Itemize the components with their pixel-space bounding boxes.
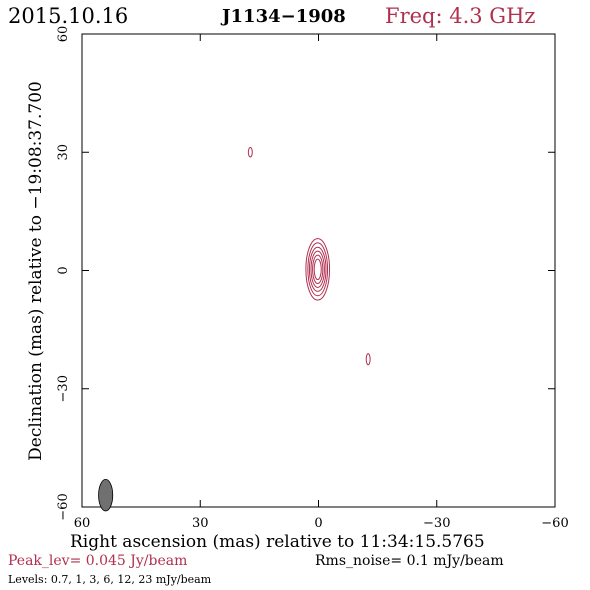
x-tick-label: −60 [541, 516, 568, 531]
y-tick-label: 30 [56, 144, 71, 161]
peak-level: Peak_lev= 0.045 Jy/beam [8, 553, 188, 569]
contour-ellipse [247, 147, 253, 158]
plot-frame [81, 33, 556, 508]
x-tick-label: 30 [192, 516, 209, 531]
rms-noise: Rms_noise= 0.1 mJy/beam [315, 553, 504, 569]
x-tick-label: −30 [423, 516, 450, 531]
y-tick-label: −60 [56, 493, 71, 520]
contour-ellipse [310, 250, 325, 288]
y-tick-label: 60 [56, 26, 71, 43]
contour-levels: Levels: 0.7, 1, 3, 6, 12, 23 mJy/beam [8, 573, 212, 586]
contour-ellipse [305, 238, 331, 301]
x-tick-label: 60 [74, 516, 91, 531]
beam-ellipse [98, 479, 114, 512]
source-name: J1134−1908 [222, 6, 346, 27]
contour-layer [247, 147, 371, 366]
contour-ellipse [308, 246, 327, 292]
y-tick-label: −30 [56, 375, 71, 402]
contour-ellipse [365, 353, 371, 366]
frequency-label: Freq: 4.3 GHz [385, 4, 536, 28]
x-tick-label: 0 [314, 516, 322, 531]
y-axis-label: Declination (mas) relative to −19:08:37.… [26, 81, 46, 461]
contour-ellipse [307, 242, 329, 297]
beam-layer [98, 479, 114, 512]
observation-date: 2015.10.16 [8, 4, 129, 28]
y-tick-label: 0 [56, 266, 71, 274]
contour-ellipse [312, 254, 324, 285]
contour-ellipse [313, 258, 322, 281]
x-axis-label: Right ascension (mas) relative to 11:34:… [70, 532, 485, 552]
